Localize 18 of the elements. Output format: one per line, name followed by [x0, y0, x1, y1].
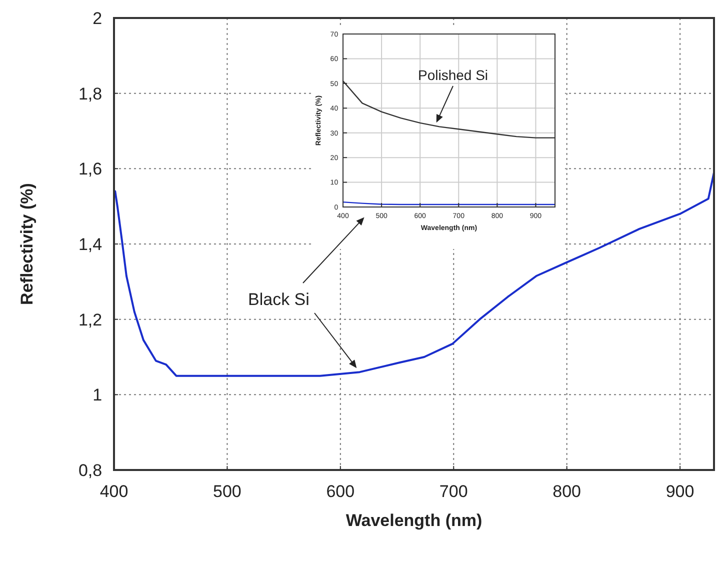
x-tick-label: 800 [552, 482, 582, 502]
y-tick-label: 2 [92, 8, 102, 28]
x-tick-label: 400 [100, 482, 128, 502]
y-tick-label: 1 [92, 386, 102, 405]
x-tick-label: 900 [666, 482, 694, 502]
x-axis-title: Wavelength (nm) [346, 511, 482, 530]
y-tick-label: 1,2 [78, 310, 102, 330]
text: Black Si [248, 290, 310, 309]
x-tick-label: 700 [439, 482, 468, 502]
y-tick-label: 1,8 [78, 84, 102, 104]
y-tick-label: 1,4 [78, 234, 102, 254]
line-series [114, 171, 715, 377]
x-tick-label: 500 [213, 482, 242, 502]
y-tick-label: 0,8 [78, 460, 102, 480]
text: Polished Si [418, 67, 488, 83]
x-tick-label: 600 [326, 482, 355, 502]
y-tick-label: 1,6 [78, 160, 102, 179]
y-axis-title: Reflectivity (%) [17, 183, 36, 305]
